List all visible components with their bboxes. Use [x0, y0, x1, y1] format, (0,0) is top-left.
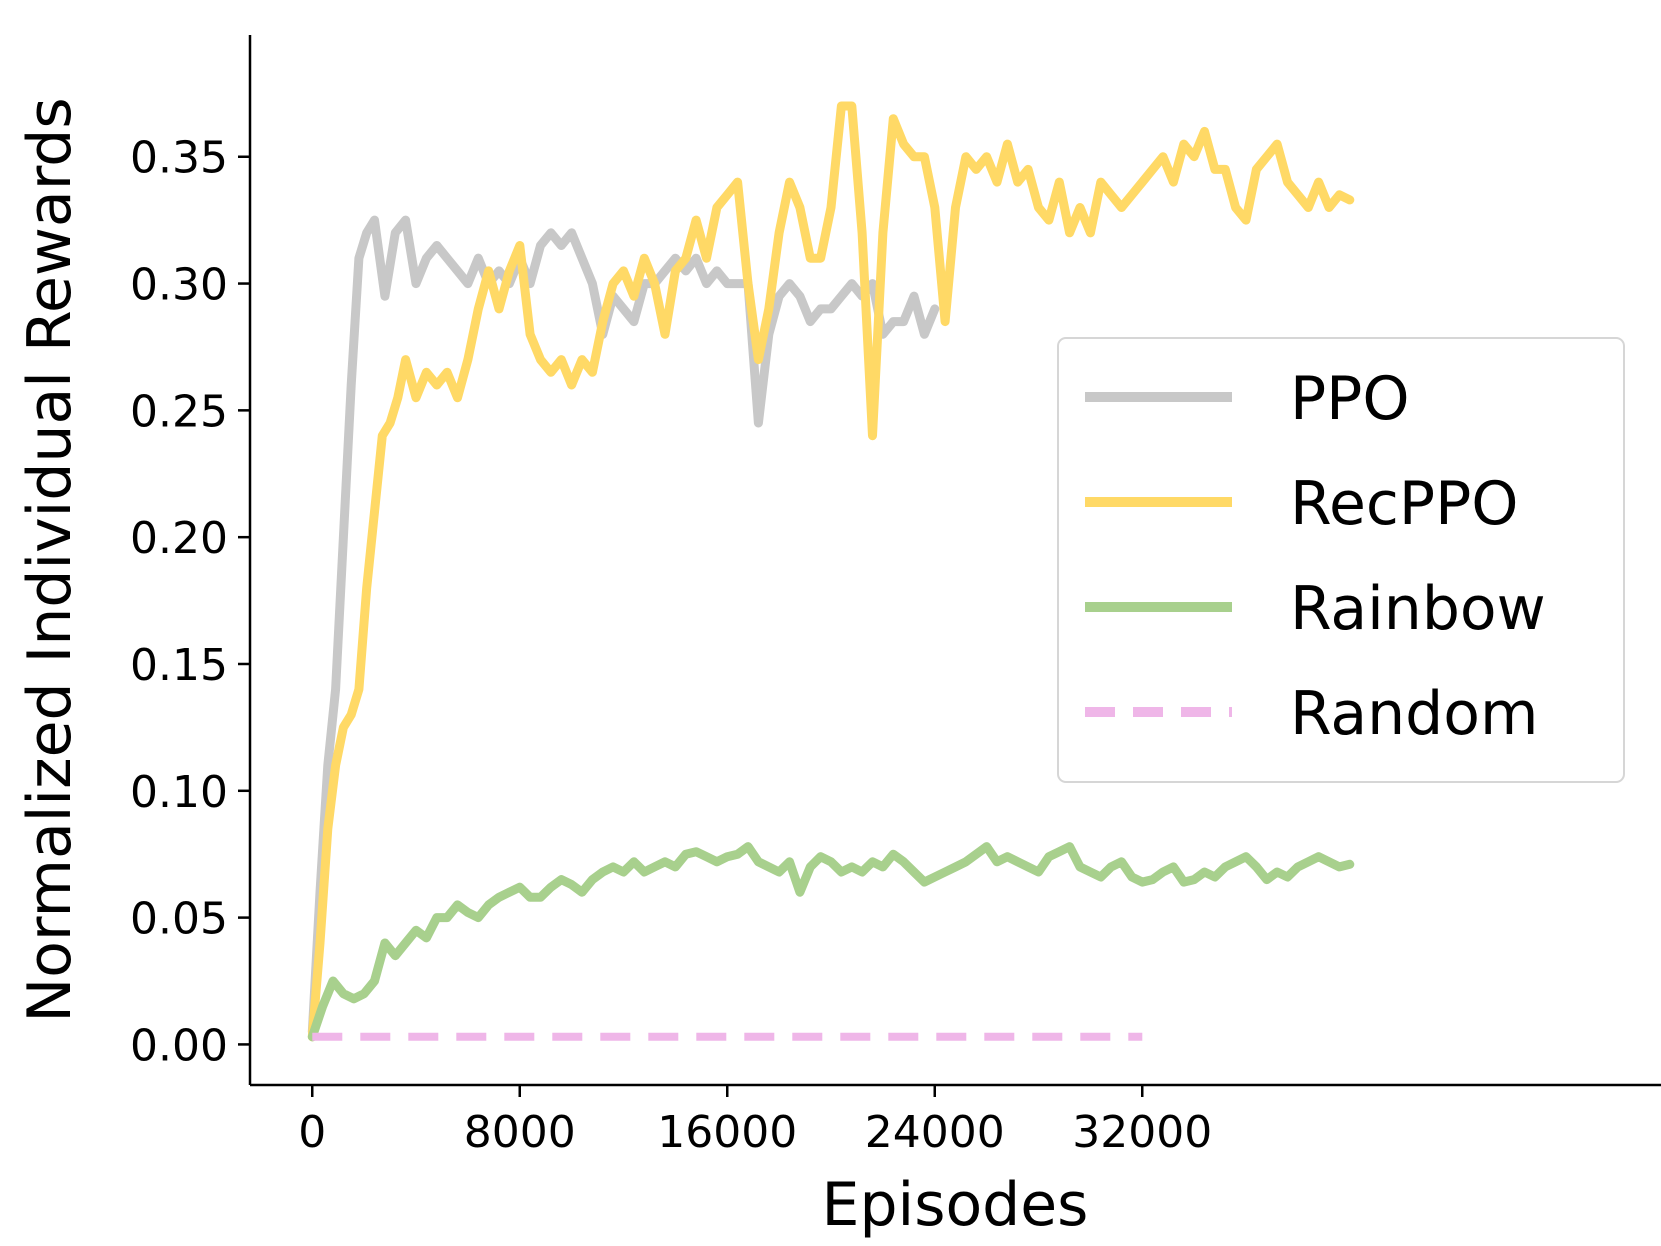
legend-label-rainbow: Rainbow: [1290, 574, 1546, 644]
x-tick-label: 16000: [657, 1107, 797, 1158]
y-axis-title: Normalized Individual Rewards: [15, 97, 85, 1022]
axes-layer: [248, 35, 1661, 1087]
x-tick-label: 8000: [464, 1107, 576, 1158]
recppo-series-line: [307, 101, 1355, 1042]
ticks-layer: 0 8000 16000 24000 32000 0.00 0.05 0.10 0.15 0.20…: [130, 133, 1212, 1158]
x-axis-title: Episodes: [822, 1170, 1089, 1240]
rainbow-series-line: [307, 842, 1355, 1042]
x-tick-label: 0: [298, 1107, 326, 1158]
y-tick-label: 0.25: [130, 386, 228, 437]
x-tick-label: 32000: [1072, 1107, 1212, 1158]
legend-label-recppo: RecPPO: [1290, 469, 1519, 539]
y-tick-label: 0.00: [130, 1020, 228, 1071]
legend-label-random: Random: [1290, 679, 1538, 749]
y-tick-label: 0.20: [130, 513, 228, 564]
y-tick-label: 0.15: [130, 640, 228, 691]
ppo-raw-line: [310, 218, 937, 1032]
y-tick-label: 0.30: [130, 260, 228, 311]
legend-frame: [1057, 337, 1625, 783]
legend: PPO RecPPO Rainbow Random: [1057, 337, 1625, 783]
series-layer: [307, 101, 1355, 1042]
x-tick-label: 24000: [865, 1107, 1005, 1158]
y-tick-label: 0.05: [130, 894, 228, 945]
ppo-series-line: [307, 215, 940, 1037]
y-tick-label: 0.35: [130, 133, 228, 184]
y-tick-label: 0.10: [130, 767, 228, 818]
legend-label-ppo: PPO: [1290, 364, 1410, 434]
